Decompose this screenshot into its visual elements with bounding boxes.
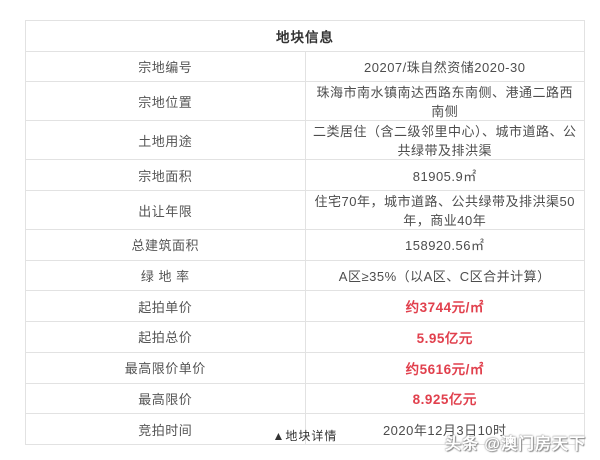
row-label: 起拍总价 <box>25 321 306 353</box>
table-body: 宗地编号 20207/珠自然资储2020-30 宗地位置 珠海市南水镇南达西路东… <box>25 50 585 445</box>
row-label: 宗地编号 <box>25 50 306 83</box>
table-row: 绿 地 率 A区≥35%（以A区、C区合并计算） <box>25 259 585 292</box>
table-row: 最高限价单价 约5616元/㎡ <box>25 351 585 384</box>
row-value: 5.95亿元 <box>304 321 585 353</box>
table-row: 土地用途 二类居住（含二级邻里中心）、城市道路、公共绿带及排洪渠 <box>25 120 585 161</box>
row-label: 出让年限 <box>25 190 306 231</box>
row-value: 珠海市南水镇南达西路东南侧、港通二路西南侧 <box>304 81 585 122</box>
row-value: 158920.56㎡ <box>304 229 585 261</box>
toutiao-watermark: 头条 @澳门房天下 <box>444 436 586 453</box>
table-row: 宗地面积 81905.9㎡ <box>25 159 585 192</box>
row-label: 绿 地 率 <box>25 259 306 292</box>
table-row: 竞拍时间 2020年12月3日10时 <box>25 413 585 445</box>
row-value: 约5616元/㎡ <box>304 351 585 384</box>
table-row: 宗地位置 珠海市南水镇南达西路东南侧、港通二路西南侧 <box>25 81 585 122</box>
table-row: 起拍总价 5.95亿元 <box>25 321 585 353</box>
land-info-table: 地块信息 宗地编号 20207/珠自然资储2020-30 宗地位置 珠海市南水镇… <box>25 20 585 445</box>
row-value: 20207/珠自然资储2020-30 <box>304 50 585 83</box>
row-label: 起拍单价 <box>25 290 306 323</box>
row-value: 8.925亿元 <box>304 382 585 415</box>
table-row: 宗地编号 20207/珠自然资储2020-30 <box>25 50 585 83</box>
table-row: 最高限价 8.925亿元 <box>25 382 585 415</box>
table-caption: ▲地块详情 <box>272 429 338 443</box>
row-label: 竞拍时间 <box>25 413 306 445</box>
table-row: 总建筑面积 158920.56㎡ <box>25 229 585 261</box>
table-row: 起拍单价 约3744元/㎡ <box>25 290 585 323</box>
table-title-row: 地块信息 <box>25 20 585 52</box>
row-value: 2020年12月3日10时 <box>304 413 585 445</box>
row-value: 约3744元/㎡ <box>304 290 585 323</box>
table-row: 出让年限 住宅70年，城市道路、公共绿带及排洪渠50年，商业40年 <box>25 190 585 231</box>
row-label: 最高限价单价 <box>25 351 306 384</box>
row-label: 最高限价 <box>25 382 306 415</box>
table-title: 地块信息 <box>25 20 585 52</box>
row-label: 土地用途 <box>25 120 306 161</box>
row-value: 81905.9㎡ <box>304 159 585 192</box>
row-value: 住宅70年，城市道路、公共绿带及排洪渠50年，商业40年 <box>304 190 585 231</box>
row-label: 总建筑面积 <box>25 229 306 261</box>
row-value: 二类居住（含二级邻里中心）、城市道路、公共绿带及排洪渠 <box>304 120 585 161</box>
row-label: 宗地位置 <box>25 81 306 122</box>
row-label: 宗地面积 <box>25 159 306 192</box>
row-value: A区≥35%（以A区、C区合并计算） <box>304 259 585 292</box>
